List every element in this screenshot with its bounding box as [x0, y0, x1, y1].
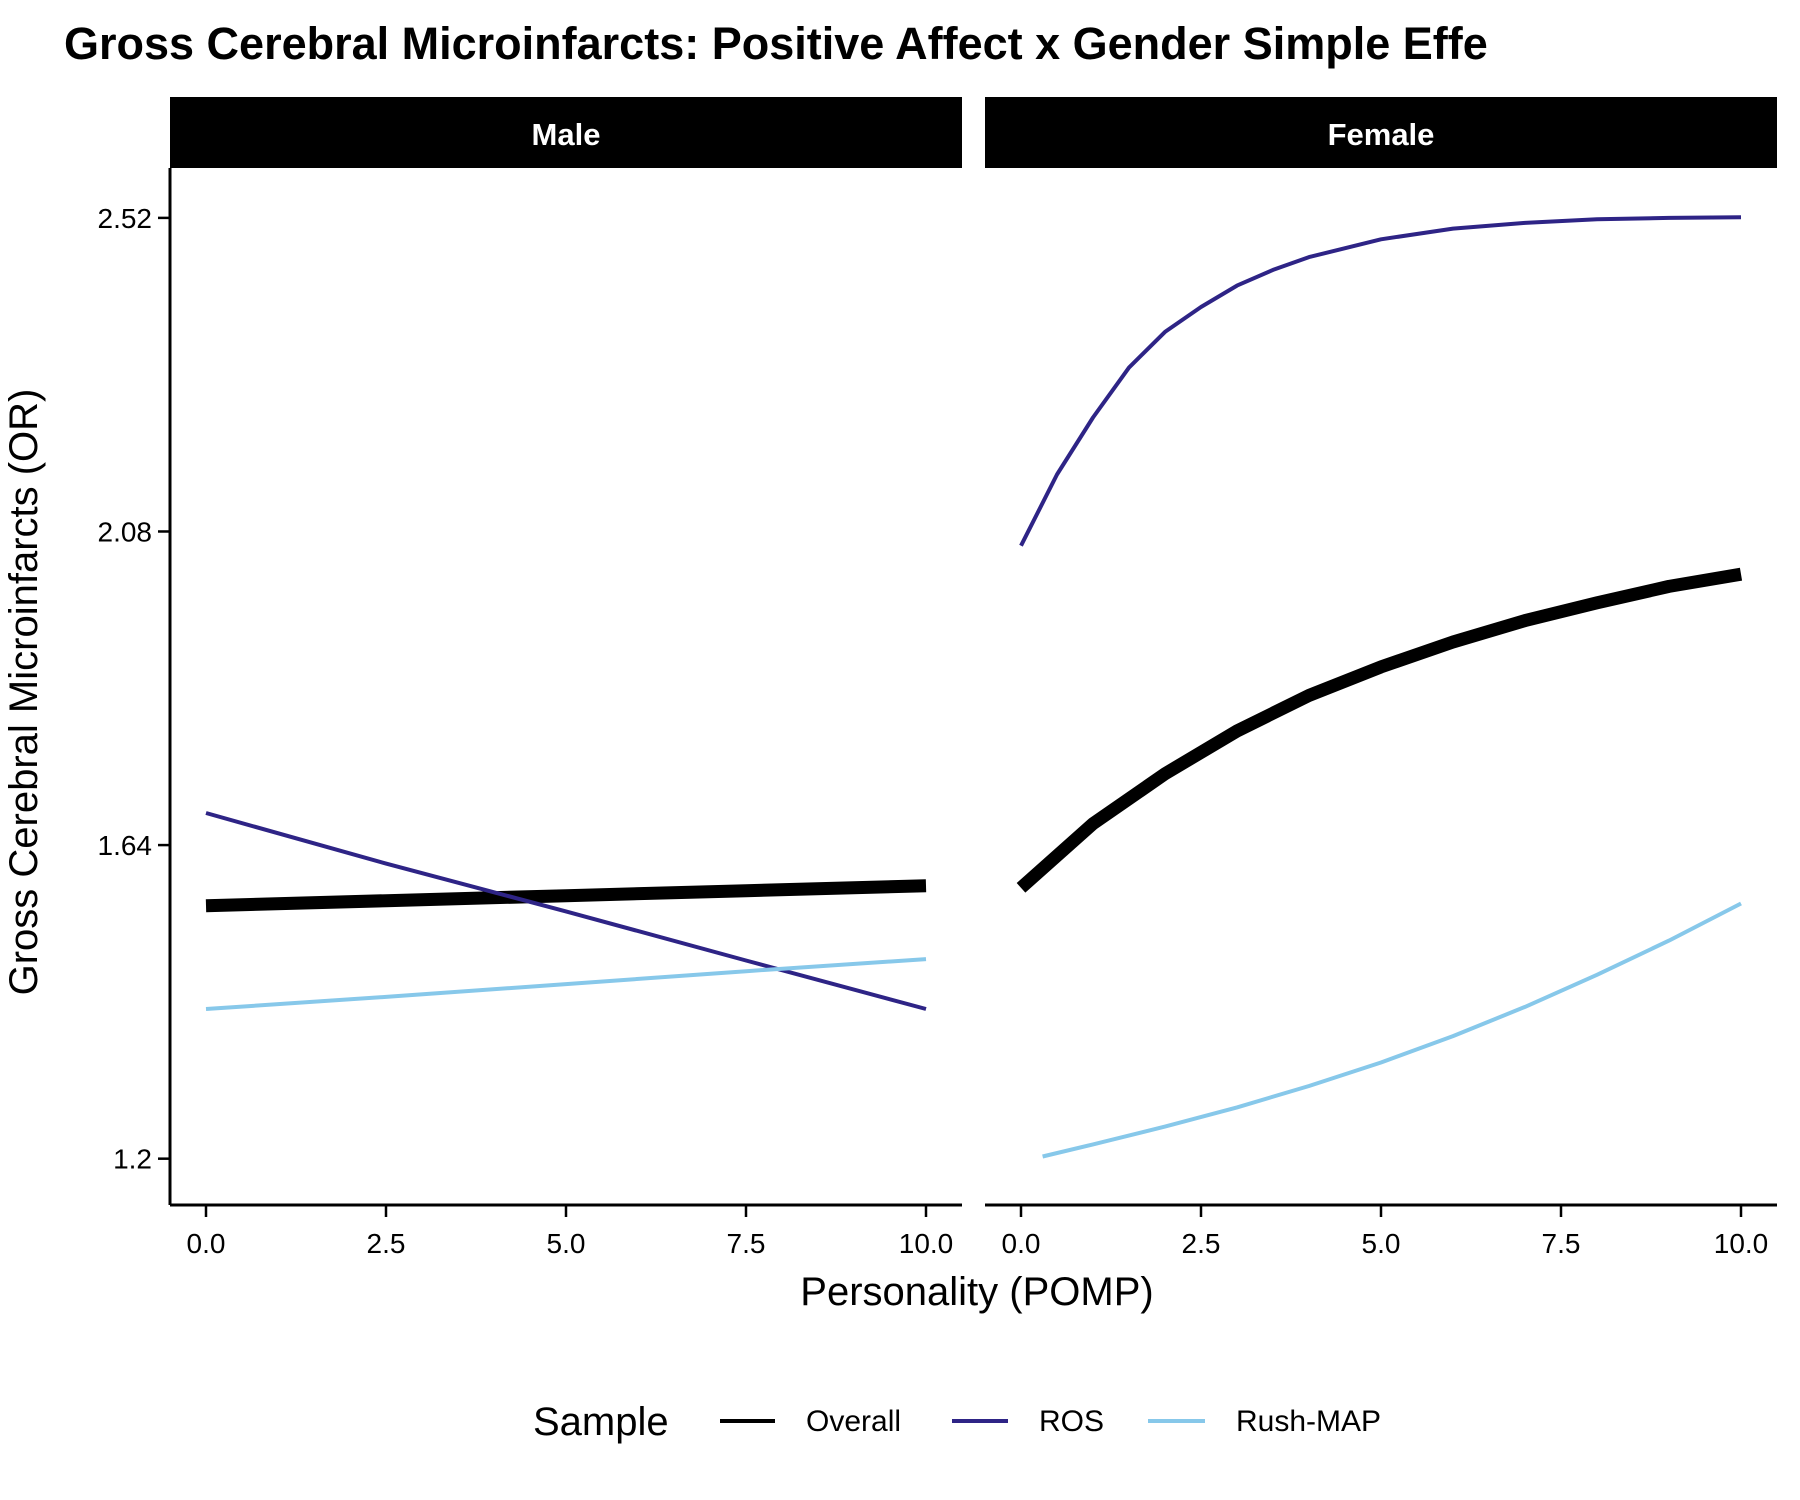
facet-label-female: Female: [1328, 117, 1435, 152]
series-line-ros-female: [1019, 215, 1742, 547]
x-tick-label-male-2: 5.0: [547, 1228, 586, 1259]
y-tick-label-2: 2.08: [98, 516, 153, 547]
series-line-ros-male: [205, 811, 927, 1011]
legend-label-rush-map: Rush-MAP: [1236, 1405, 1381, 1438]
series-line-overall-male: [205, 879, 927, 913]
legend-label-overall: Overall: [806, 1405, 901, 1438]
y-axis-label: Gross Cerebral Microinfarcts (OR): [2, 389, 46, 996]
legend-title: Sample: [533, 1400, 669, 1444]
y-tick-label-0: 1.2: [113, 1144, 152, 1175]
x-tick-label-female-4: 10.0: [1714, 1228, 1769, 1259]
x-tick-label-female-0: 0.0: [1002, 1228, 1041, 1259]
facet-label-male: Male: [532, 117, 601, 152]
series-line-rush-map-female: [1042, 901, 1742, 1159]
series-line-rush-map-male: [205, 957, 927, 1011]
chart-title: Gross Cerebral Microinfarcts: Positive A…: [64, 18, 1488, 69]
series-line-overall-female: [1016, 567, 1743, 893]
y-tick-label-1: 1.64: [98, 830, 153, 861]
x-tick-label-female-3: 7.5: [1542, 1228, 1581, 1259]
x-axis-label: Personality (POMP): [800, 1270, 1153, 1314]
y-tick-label-3: 2.52: [98, 203, 153, 234]
x-tick-label-male-4: 10.0: [899, 1228, 954, 1259]
facet-strip-female: [985, 97, 1777, 168]
x-tick-label-male-3: 7.5: [727, 1228, 766, 1259]
facet-strip-male: [170, 97, 962, 168]
x-tick-label-female-2: 5.0: [1362, 1228, 1401, 1259]
x-tick-label-male-1: 2.5: [367, 1228, 406, 1259]
legend: Sample Overall ROS Rush-MAP: [533, 1400, 1381, 1444]
x-tick-label-male-0: 0.0: [187, 1228, 226, 1259]
x-tick-label-female-1: 2.5: [1182, 1228, 1221, 1259]
legend-label-ros: ROS: [1039, 1405, 1104, 1438]
